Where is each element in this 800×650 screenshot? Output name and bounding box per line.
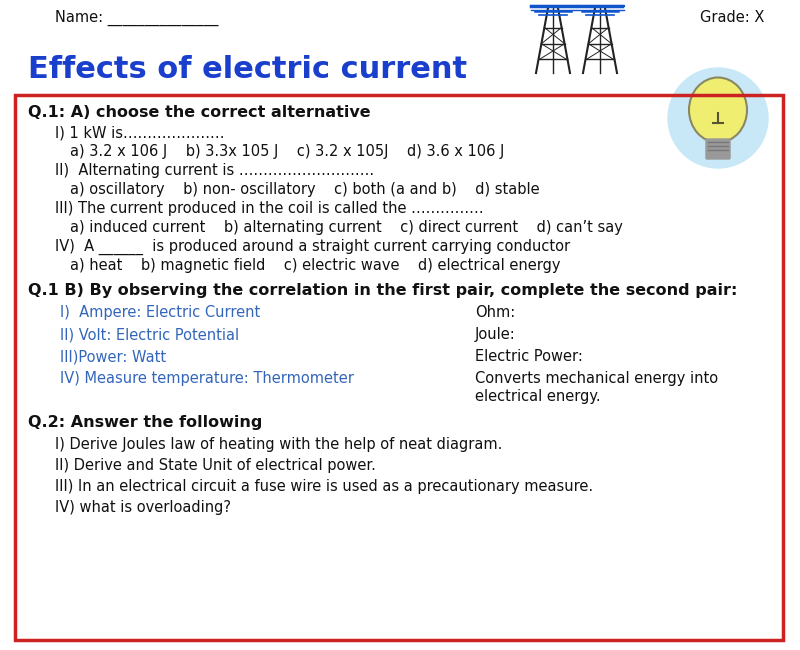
Text: Q.2: Answer the following: Q.2: Answer the following <box>28 415 262 430</box>
Text: Q.1 B) By observing the correlation in the first pair, complete the second pair:: Q.1 B) By observing the correlation in t… <box>28 283 738 298</box>
Text: a) 3.2 x 106 J    b) 3.3x 105 J    c) 3.2 x 105J    d) 3.6 x 106 J: a) 3.2 x 106 J b) 3.3x 105 J c) 3.2 x 10… <box>70 144 504 159</box>
Text: II) Derive and State Unit of electrical power.: II) Derive and State Unit of electrical … <box>55 458 376 473</box>
Text: a) induced current    b) alternating current    c) direct current    d) can’t sa: a) induced current b) alternating curren… <box>70 220 623 235</box>
Text: IV) what is overloading?: IV) what is overloading? <box>55 500 231 515</box>
Text: III) The current produced in the coil is called the ……………: III) The current produced in the coil is… <box>55 201 484 216</box>
Text: a) oscillatory    b) non- oscillatory    c) both (a and b)    d) stable: a) oscillatory b) non- oscillatory c) bo… <box>70 182 540 197</box>
Ellipse shape <box>689 77 747 142</box>
Text: Effects of electric current: Effects of electric current <box>28 55 467 84</box>
Text: II)  Alternating current is ……………………….: II) Alternating current is ………………………. <box>55 163 374 178</box>
Text: IV) Measure temperature: Thermometer: IV) Measure temperature: Thermometer <box>60 371 354 386</box>
Text: Name: _______________: Name: _______________ <box>55 10 218 26</box>
Text: Grade: X: Grade: X <box>700 10 764 25</box>
Text: III) In an electrical circuit a fuse wire is used as a precautionary measure.: III) In an electrical circuit a fuse wir… <box>55 479 593 494</box>
Text: III)Power: Watt: III)Power: Watt <box>60 349 166 364</box>
Text: I)  Ampere: Electric Current: I) Ampere: Electric Current <box>60 305 260 320</box>
Text: Converts mechanical energy into: Converts mechanical energy into <box>475 371 718 386</box>
Circle shape <box>668 68 768 168</box>
Text: IV)  A ______  is produced around a straight current carrying conductor: IV) A ______ is produced around a straig… <box>55 239 570 255</box>
Text: Joule:: Joule: <box>475 327 516 342</box>
Text: Q.1: A) choose the correct alternative: Q.1: A) choose the correct alternative <box>28 105 370 120</box>
Text: a) heat    b) magnetic field    c) electric wave    d) electrical energy: a) heat b) magnetic field c) electric wa… <box>70 258 561 273</box>
Text: Ohm:: Ohm: <box>475 305 515 320</box>
Text: II) Volt: Electric Potential: II) Volt: Electric Potential <box>60 327 239 342</box>
Text: Electric Power:: Electric Power: <box>475 349 583 364</box>
Text: I) 1 kW is…………………: I) 1 kW is………………… <box>55 125 225 140</box>
Text: I) Derive Joules law of heating with the help of neat diagram.: I) Derive Joules law of heating with the… <box>55 437 502 452</box>
Text: electrical energy.: electrical energy. <box>475 389 601 404</box>
FancyBboxPatch shape <box>706 139 730 159</box>
